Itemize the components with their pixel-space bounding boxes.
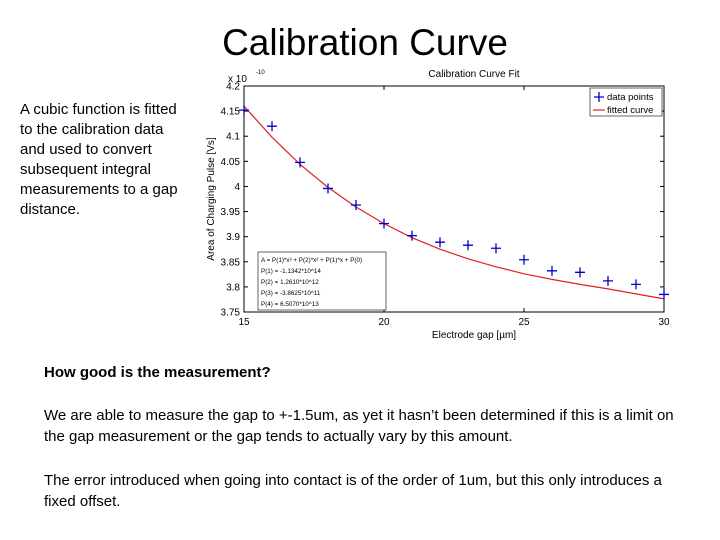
data-point [547,265,557,276]
x-tick-label: 20 [378,317,390,328]
legend-data-label: data points [607,92,654,103]
x-tick-label: 15 [238,317,250,328]
chart-title: Calibration Curve Fit [428,69,519,80]
data-point [463,240,473,251]
slide-title: Calibration Curve [222,22,508,63]
y-tick-label: 4.1 [226,132,240,143]
legend-box [589,87,663,117]
fit-equation-line: P(2) = 1.2610*10^12 [261,279,319,286]
data-point [267,121,277,132]
y-tick-label: 4.2 [226,82,240,93]
fit-equation-line: P(4) = 6.5070*10^13 [261,301,319,308]
data-point [435,237,445,248]
fit-equation-line: P(1) = -1.1342*10^14 [261,268,321,275]
y-tick-label: 4.15 [221,107,241,118]
fit-equation-line: P(3) = -3.8625*10^11 [261,290,321,297]
data-point [379,218,389,229]
paragraph-contact-error: The error introduced when going into con… [44,472,662,510]
data-point [575,267,585,278]
data-point [295,157,305,168]
legend-curve-label: fitted curve [607,105,653,116]
y-tick-label: 4 [234,182,240,193]
calibration-chart: 3.75 3.8 3.85 3.9 3.95 4 4.05 4.1 4.15 4.2 15 20 25 3… [206,69,670,341]
data-point [239,105,249,116]
y-exponent-label: x 10 [228,74,247,85]
x-tick-label: 25 [518,317,530,328]
y-tick-label: 3.9 [226,232,240,243]
data-point [351,200,361,211]
fitted-curve-line [243,105,665,300]
y-tick-label: 3.75 [221,308,241,319]
fit-equation-line: A = P(1)*x³ + P(2)*x² + P(1)*x + P(0) [261,257,362,264]
data-point [659,289,669,300]
data-point [603,275,613,286]
y-tick-label: 3.8 [226,282,240,293]
data-point [407,230,417,241]
fit-equation-box [257,251,387,311]
question-heading: How good is the measurement? [44,364,271,381]
paragraph-gap-accuracy: We are able to measure the gap to +-1.5u… [44,407,674,445]
y-tick-label: 3.85 [221,257,241,268]
y-tick-label: 4.05 [221,157,241,168]
data-point [323,183,333,194]
data-point [631,279,641,290]
side-description: A cubic function is fitted to the calibr… [20,101,178,218]
data-point [491,243,501,254]
y-tick-label: 3.95 [221,207,241,218]
data-point [519,254,529,265]
x-axis-label: Electrode gap [µm] [432,330,516,341]
x-tick-label: 30 [658,317,670,328]
y-axis-label: Area of Charging Pulse [Vs] [206,137,217,261]
y-exponent-value: -10 [256,70,265,76]
legend-data-marker [594,92,604,102]
